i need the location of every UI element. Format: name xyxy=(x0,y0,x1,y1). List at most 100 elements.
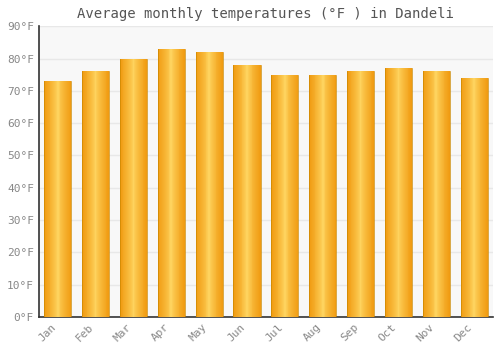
Bar xyxy=(430,71,431,317)
Bar xyxy=(276,75,278,317)
Bar xyxy=(486,78,487,317)
Bar xyxy=(403,68,404,317)
Bar xyxy=(349,71,350,317)
Bar xyxy=(422,71,424,317)
Bar xyxy=(88,71,89,317)
Bar xyxy=(411,68,412,317)
Bar xyxy=(252,65,254,317)
Bar xyxy=(357,71,358,317)
Bar xyxy=(311,75,312,317)
Bar xyxy=(362,71,364,317)
Bar xyxy=(183,49,184,317)
Bar xyxy=(391,68,392,317)
Bar xyxy=(429,71,430,317)
Bar xyxy=(167,49,168,317)
Bar xyxy=(367,71,368,317)
Bar xyxy=(275,75,276,317)
Bar xyxy=(93,71,94,317)
Bar xyxy=(238,65,239,317)
Bar xyxy=(126,58,127,317)
Bar xyxy=(255,65,256,317)
Bar xyxy=(283,75,284,317)
Bar xyxy=(393,68,394,317)
Bar xyxy=(364,71,365,317)
Bar xyxy=(134,58,136,317)
Bar xyxy=(440,71,441,317)
Bar xyxy=(296,75,298,317)
Bar xyxy=(140,58,141,317)
Bar xyxy=(211,52,212,317)
Bar xyxy=(402,68,403,317)
Bar xyxy=(67,81,68,317)
Bar xyxy=(180,49,182,317)
Bar xyxy=(293,75,294,317)
Bar xyxy=(55,81,56,317)
Bar xyxy=(138,58,139,317)
Bar xyxy=(274,75,275,317)
Bar xyxy=(474,78,475,317)
Bar xyxy=(294,75,295,317)
Bar xyxy=(476,78,477,317)
Bar xyxy=(487,78,488,317)
Bar xyxy=(46,81,47,317)
Bar xyxy=(173,49,174,317)
Bar xyxy=(366,71,367,317)
Bar xyxy=(245,65,246,317)
Bar xyxy=(182,49,183,317)
Bar xyxy=(431,71,432,317)
Bar xyxy=(396,68,398,317)
Bar xyxy=(165,49,166,317)
Bar xyxy=(438,71,439,317)
Bar xyxy=(390,68,391,317)
Bar xyxy=(480,78,482,317)
Bar xyxy=(137,58,138,317)
Bar xyxy=(472,78,473,317)
Bar xyxy=(436,71,437,317)
Bar xyxy=(202,52,203,317)
Bar xyxy=(214,52,216,317)
Bar xyxy=(64,81,65,317)
Bar xyxy=(320,75,321,317)
Bar xyxy=(92,71,93,317)
Bar xyxy=(401,68,402,317)
Bar xyxy=(470,78,472,317)
Bar xyxy=(122,58,124,317)
Bar xyxy=(295,75,296,317)
Bar xyxy=(246,65,247,317)
Bar xyxy=(468,78,469,317)
Bar xyxy=(352,71,354,317)
Bar xyxy=(280,75,281,317)
Bar xyxy=(444,71,446,317)
Bar xyxy=(356,71,357,317)
Bar xyxy=(82,71,83,317)
Bar xyxy=(483,78,484,317)
Bar xyxy=(213,52,214,317)
Bar xyxy=(475,78,476,317)
Bar xyxy=(309,75,310,317)
Bar xyxy=(354,71,355,317)
Bar xyxy=(331,75,332,317)
Bar xyxy=(212,52,213,317)
Bar xyxy=(86,71,88,317)
Bar xyxy=(355,71,356,317)
Bar xyxy=(216,52,218,317)
Bar xyxy=(235,65,236,317)
Bar xyxy=(448,71,449,317)
Bar xyxy=(146,58,147,317)
Bar xyxy=(291,75,292,317)
Bar xyxy=(239,65,240,317)
Bar xyxy=(158,49,160,317)
Bar xyxy=(204,52,206,317)
Bar xyxy=(286,75,288,317)
Bar xyxy=(278,75,280,317)
Bar xyxy=(196,52,198,317)
Bar xyxy=(394,68,395,317)
Bar xyxy=(406,68,408,317)
Bar xyxy=(441,71,442,317)
Bar xyxy=(50,81,51,317)
Bar xyxy=(219,52,220,317)
Bar xyxy=(290,75,291,317)
Bar xyxy=(484,78,485,317)
Bar xyxy=(170,49,172,317)
Bar xyxy=(160,49,162,317)
